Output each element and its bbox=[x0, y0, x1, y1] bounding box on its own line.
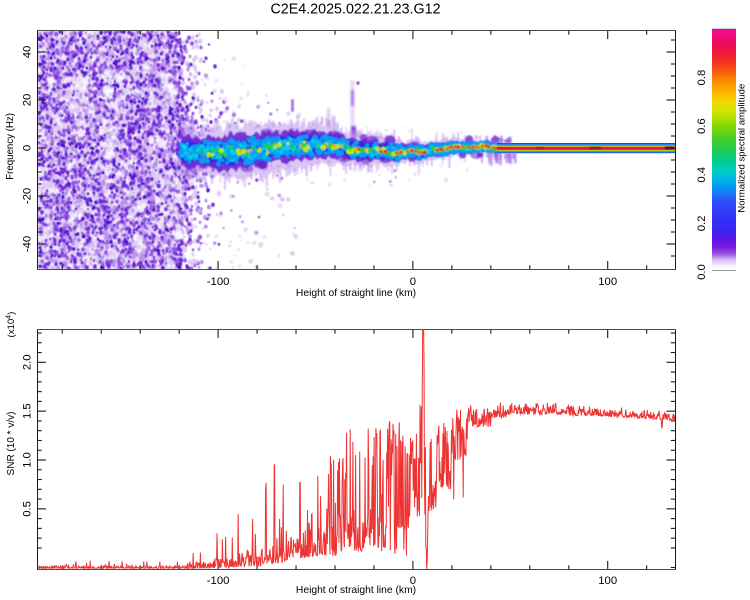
svg-text:0: 0 bbox=[410, 575, 416, 587]
svg-text:Height of straight line (km): Height of straight line (km) bbox=[296, 288, 416, 299]
svg-text:1.5: 1.5 bbox=[21, 403, 33, 419]
svg-text:Height of straight line (km): Height of straight line (km) bbox=[296, 585, 416, 596]
svg-text:0.5: 0.5 bbox=[21, 501, 33, 517]
svg-text:1.0: 1.0 bbox=[21, 452, 33, 468]
svg-text:0.2: 0.2 bbox=[696, 216, 708, 232]
svg-text:0.6: 0.6 bbox=[696, 118, 708, 134]
svg-text:-20: -20 bbox=[21, 188, 33, 204]
svg-text:Normalized spectral amplitude: Normalized spectral amplitude bbox=[737, 84, 748, 213]
svg-text:C2E4.2025.022.21.23.G12: C2E4.2025.022.21.23.G12 bbox=[270, 2, 440, 18]
svg-text:20: 20 bbox=[21, 94, 33, 107]
svg-text:40: 40 bbox=[21, 46, 33, 59]
svg-text:0: 0 bbox=[410, 276, 416, 288]
svg-text:0.4: 0.4 bbox=[696, 167, 708, 183]
svg-text:-100: -100 bbox=[207, 575, 230, 587]
svg-text:-100: -100 bbox=[207, 276, 230, 288]
svg-text:0.8: 0.8 bbox=[696, 70, 708, 86]
svg-text:SNR (10 * v/v): SNR (10 * v/v) bbox=[6, 412, 17, 476]
svg-text:0.0: 0.0 bbox=[696, 264, 708, 280]
svg-text:(x104): (x104) bbox=[6, 312, 18, 338]
svg-text:100: 100 bbox=[598, 276, 617, 288]
svg-text:0: 0 bbox=[21, 145, 33, 151]
svg-text:2.0: 2.0 bbox=[21, 354, 33, 370]
svg-text:Frequency (Hz): Frequency (Hz) bbox=[5, 113, 16, 180]
svg-text:-40: -40 bbox=[21, 236, 33, 252]
svg-text:100: 100 bbox=[598, 575, 617, 587]
